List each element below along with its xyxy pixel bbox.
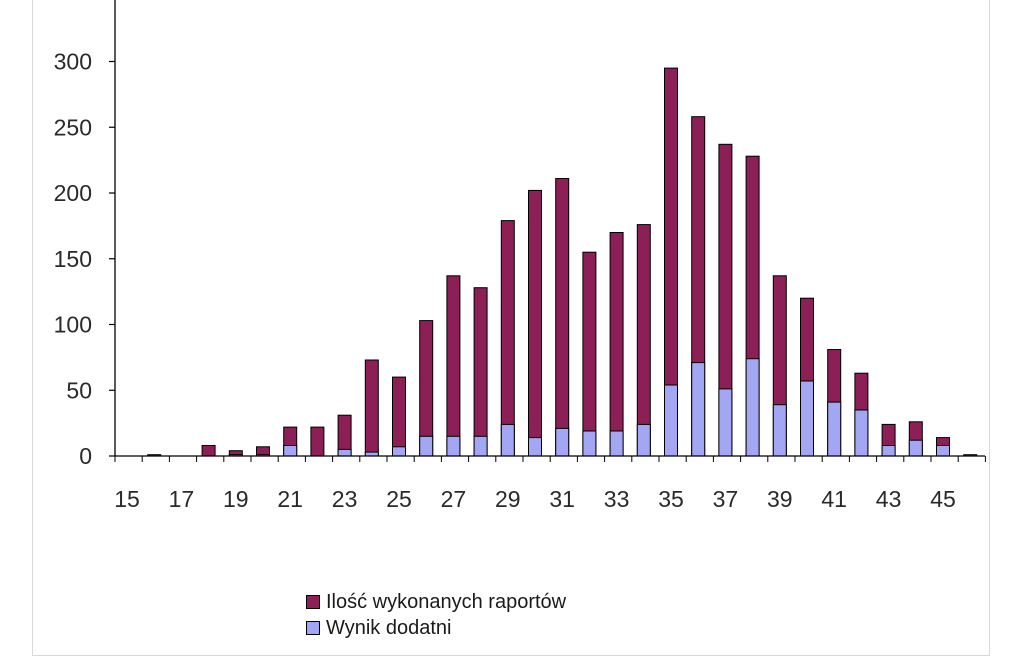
x-tick-label-29: 29 [495, 486, 521, 512]
y-tick-label-50: 50 [66, 377, 92, 403]
x-tick-label-31: 31 [549, 486, 575, 512]
x-tick-label-33: 33 [604, 486, 630, 512]
x-tick-label-35: 35 [658, 486, 684, 512]
x-tick-label-17: 17 [169, 486, 195, 512]
y-tick-label-300: 300 [54, 49, 92, 75]
x-tick-label-19: 19 [223, 486, 249, 512]
chart-panel-border [32, 0, 990, 656]
y-tick-label-250: 250 [54, 114, 92, 140]
legend-swatch-reports [306, 595, 320, 609]
x-tick-label-39: 39 [767, 486, 793, 512]
x-tick-label-43: 43 [876, 486, 902, 512]
legend-label-reports: Ilość wykonanych raportów [326, 590, 567, 613]
x-tick-label-41: 41 [821, 486, 847, 512]
x-tick-label-27: 27 [441, 486, 467, 512]
legend-item-reports: Ilość wykonanych raportów [306, 589, 566, 615]
x-tick-label-23: 23 [332, 486, 358, 512]
y-tick-label-200: 200 [54, 180, 92, 206]
y-tick-label-150: 150 [54, 246, 92, 272]
y-ticks-group: 0 50 100 150 200 250 300 [54, 49, 115, 469]
x-tick-label-15: 15 [114, 486, 140, 512]
x-ticks-group: 15 17 19 21 23 25 27 29 31 33 35 37 39 41 43 45 [114, 456, 986, 512]
x-tick-label-25: 25 [386, 486, 412, 512]
legend-label-positive: Wynik dodatni [326, 616, 452, 639]
bar-chart: 0 50 100 150 200 250 300 15 17 19 21 23 25 27 29 31 33 3… [54, 0, 986, 512]
legend-item-positive: Wynik dodatni [306, 615, 566, 641]
x-tick-label-21: 21 [277, 486, 303, 512]
legend: Ilość wykonanych raportów Wynik dodatni [306, 589, 566, 641]
x-tick-label-37: 37 [713, 486, 739, 512]
y-tick-label-100: 100 [54, 312, 92, 338]
y-tick-label-0: 0 [79, 443, 92, 469]
x-tick-label-45: 45 [930, 486, 956, 512]
legend-swatch-positive [306, 621, 320, 635]
